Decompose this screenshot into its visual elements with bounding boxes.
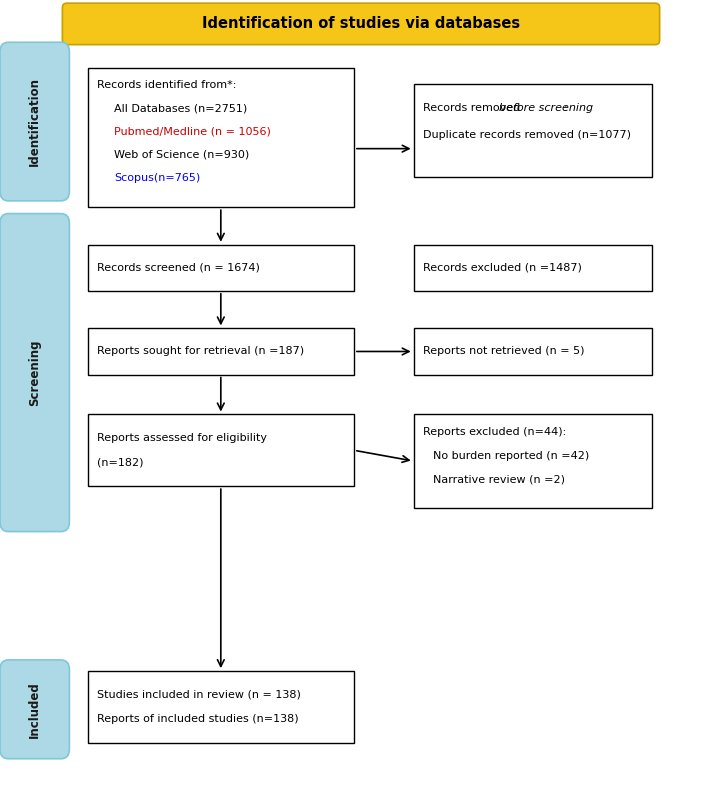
FancyBboxPatch shape (0, 214, 69, 532)
Text: Included: Included (28, 681, 41, 738)
Text: No burden reported (n =42): No burden reported (n =42) (433, 451, 590, 461)
Text: :: : (564, 103, 567, 112)
Text: Identification of studies via databases: Identification of studies via databases (202, 17, 520, 31)
Text: Scopus(n=765): Scopus(n=765) (114, 173, 200, 183)
Bar (414, 414, 652, 508)
Text: Reports not retrieved (n = 5): Reports not retrieved (n = 5) (423, 347, 584, 356)
Text: Records identified from*:: Records identified from*: (97, 80, 236, 90)
Text: Reports sought for retrieval (n =187): Reports sought for retrieval (n =187) (97, 347, 304, 356)
Text: Identification: Identification (28, 77, 41, 166)
FancyBboxPatch shape (0, 42, 69, 201)
Bar (88, 671, 354, 743)
FancyBboxPatch shape (0, 660, 69, 759)
Bar (88, 414, 354, 486)
Text: Reports assessed for eligibility: Reports assessed for eligibility (97, 434, 267, 443)
Bar (414, 245, 652, 291)
Bar (88, 245, 354, 291)
Bar (88, 328, 354, 375)
Text: Records excluded (n =1487): Records excluded (n =1487) (423, 263, 582, 273)
Bar (414, 328, 652, 375)
Text: All Databases (n=2751): All Databases (n=2751) (114, 104, 247, 113)
Text: Web of Science (n=930): Web of Science (n=930) (114, 150, 250, 159)
Text: (n=182): (n=182) (97, 457, 143, 467)
Text: Screening: Screening (28, 340, 41, 406)
Text: Records removed: Records removed (423, 103, 524, 112)
FancyBboxPatch shape (62, 3, 660, 45)
Text: before screening: before screening (499, 103, 593, 112)
Text: Duplicate records removed (n=1077): Duplicate records removed (n=1077) (423, 131, 631, 140)
Text: Studies included in review (n = 138): Studies included in review (n = 138) (97, 690, 301, 700)
Bar (88, 68, 354, 207)
Text: Pubmed/Medline (n = 1056): Pubmed/Medline (n = 1056) (114, 127, 271, 136)
Text: Reports excluded (n=44):: Reports excluded (n=44): (423, 427, 566, 437)
Text: Records screened (n = 1674): Records screened (n = 1674) (97, 263, 259, 273)
Text: Narrative review (n =2): Narrative review (n =2) (433, 475, 565, 485)
Bar (414, 84, 652, 177)
Text: Reports of included studies (n=138): Reports of included studies (n=138) (97, 714, 299, 724)
